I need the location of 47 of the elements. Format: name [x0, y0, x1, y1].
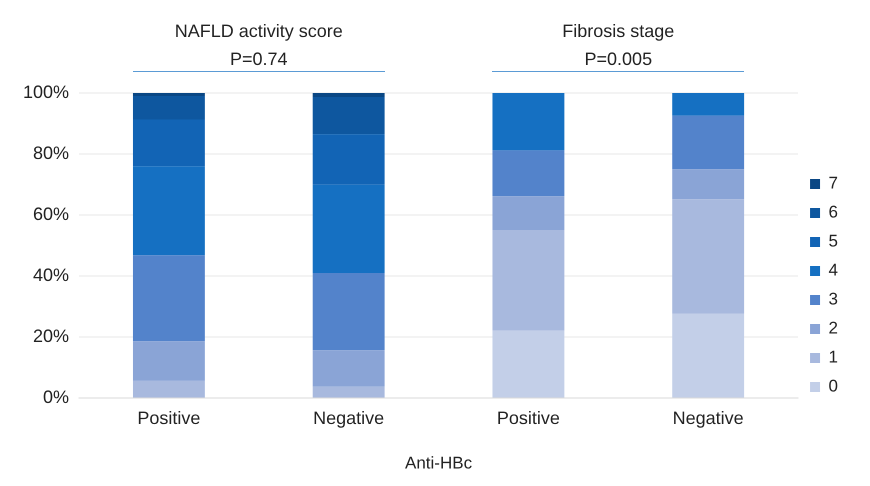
bar — [312, 386, 385, 398]
text: NAFLD activity score — [174, 21, 343, 41]
y-tick-label: 100% — [22, 82, 70, 102]
bar — [312, 272, 385, 350]
x-tick-label: Positive — [496, 408, 560, 428]
bar — [312, 350, 385, 387]
y-tick-label: 40% — [33, 264, 70, 285]
bar — [492, 196, 564, 230]
bar — [672, 93, 744, 116]
bar — [132, 120, 205, 166]
text: Fibrosis stage — [562, 21, 674, 41]
bar — [312, 96, 385, 134]
bar — [672, 199, 744, 314]
bar — [672, 116, 744, 170]
legend-label: 4 — [828, 260, 838, 280]
legend-label: 1 — [828, 348, 838, 367]
y-tick-label: 60% — [33, 204, 70, 224]
y-tick-label: 0% — [43, 386, 70, 407]
bar — [132, 380, 205, 398]
legend-label: 0 — [828, 376, 838, 396]
bar — [132, 255, 205, 342]
bar — [312, 134, 385, 185]
y-tick-label: 80% — [33, 142, 70, 163]
bar — [132, 341, 205, 381]
legend-label: 5 — [828, 232, 838, 251]
bar — [492, 93, 564, 150]
legend-label: 6 — [828, 202, 838, 222]
text: P=0.74 — [230, 49, 288, 69]
bar — [312, 184, 385, 273]
bar — [492, 330, 564, 398]
bar — [132, 166, 205, 256]
bar — [312, 93, 385, 97]
bar — [492, 150, 564, 196]
legend-label: 2 — [828, 318, 838, 338]
bar — [672, 314, 744, 398]
bar — [492, 230, 564, 331]
bar — [132, 93, 205, 96]
x-tick-label: Negative — [672, 408, 744, 428]
y-tick-label: 20% — [33, 326, 70, 346]
bar — [672, 169, 744, 200]
legend-label: 7 — [828, 174, 838, 193]
x-tick-label: Negative — [313, 408, 384, 428]
bar — [132, 96, 205, 120]
x-axis-title: Anti-HBc — [405, 453, 473, 472]
legend-label: 3 — [828, 290, 838, 309]
x-tick-label: Positive — [137, 408, 200, 428]
text: P=0.005 — [584, 49, 652, 69]
